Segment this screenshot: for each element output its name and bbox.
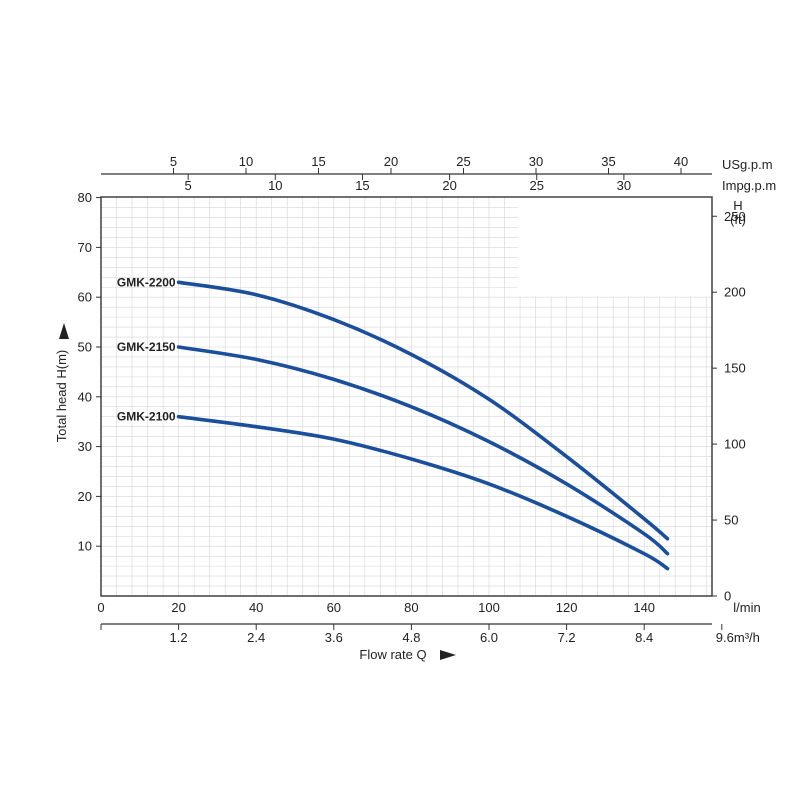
y-tick-label: 80 xyxy=(78,190,92,205)
top1-tick-label: 5 xyxy=(170,154,177,169)
x-axis-arrow-icon xyxy=(440,650,456,660)
series-line-gmk-2150 xyxy=(176,345,670,556)
y-tick-label: 20 xyxy=(78,489,92,504)
series-label-gmk-2200: GMK-2200 xyxy=(117,275,176,289)
y-tick-label: 70 xyxy=(78,240,92,255)
top2-tick-label: 30 xyxy=(617,178,631,193)
top2-tick-label: 10 xyxy=(268,178,282,193)
series-line-gmk-2100 xyxy=(176,414,670,571)
x-unit-label: l/min xyxy=(733,600,760,615)
top2-unit-label: Impg.p.m xyxy=(722,178,776,193)
x2-tick-label: 7.2 xyxy=(558,630,576,645)
top1-tick-label: 15 xyxy=(311,154,325,169)
grid-blank-area xyxy=(518,197,712,297)
x-tick-label: 60 xyxy=(327,600,341,615)
top2-tick-label: 5 xyxy=(185,178,192,193)
y2-tick-label: 100 xyxy=(724,437,746,452)
top1-tick-label: 35 xyxy=(601,154,615,169)
top2-tick-label: 20 xyxy=(442,178,456,193)
y2-tick-label: 50 xyxy=(724,513,738,528)
y2-tick-label: 200 xyxy=(724,285,746,300)
series-label-gmk-2100: GMK-2100 xyxy=(117,410,176,424)
y-axis-arrow-icon xyxy=(59,323,69,339)
y2-title-line2: (ft) xyxy=(730,212,746,227)
y2-tick-label: 250 xyxy=(724,209,746,224)
x2-tick-label: 3.6 xyxy=(325,630,343,645)
top1-tick-label: 40 xyxy=(674,154,688,169)
x-tick-label: 40 xyxy=(249,600,263,615)
x-axis-title: Flow rate Q xyxy=(359,647,426,662)
x-tick-label: 80 xyxy=(404,600,418,615)
series-line-gmk-2200 xyxy=(176,280,670,541)
y-tick-label: 50 xyxy=(78,340,92,355)
x-tick-label: 140 xyxy=(633,600,655,615)
top1-tick-label: 30 xyxy=(529,154,543,169)
y2-tick-label: 150 xyxy=(724,361,746,376)
top1-tick-label: 20 xyxy=(384,154,398,169)
x2-tick-label: 2.4 xyxy=(247,630,265,645)
x2-tick-label: 6.0 xyxy=(480,630,498,645)
y-axis-title: Total head H(m) xyxy=(54,350,69,442)
x-tick-label: 0 xyxy=(97,600,104,615)
top1-unit-label: USg.p.m xyxy=(722,157,773,172)
y-tick-label: 30 xyxy=(78,439,92,454)
axes xyxy=(96,168,723,630)
top1-tick-label: 10 xyxy=(239,154,253,169)
x-tick-label: 100 xyxy=(478,600,500,615)
top2-tick-label: 25 xyxy=(530,178,544,193)
x2-tick-label: 4.8 xyxy=(402,630,420,645)
y2-tick-label: 0 xyxy=(724,589,731,604)
x2-tick-label: 8.4 xyxy=(635,630,653,645)
grid xyxy=(101,197,712,596)
top1-tick-label: 25 xyxy=(456,154,470,169)
y-tick-label: 40 xyxy=(78,389,92,404)
top2-tick-label: 15 xyxy=(355,178,369,193)
series-lines xyxy=(176,280,670,571)
x2-tick-label: 1.2 xyxy=(170,630,188,645)
x2-tick-label: 9.6m³/h xyxy=(716,630,760,645)
x-tick-label: 20 xyxy=(171,600,185,615)
x-tick-label: 120 xyxy=(556,600,578,615)
y-tick-label: 60 xyxy=(78,290,92,305)
series-label-gmk-2150: GMK-2150 xyxy=(117,340,176,354)
y2-title-line1: H xyxy=(733,198,742,213)
y-tick-label: 10 xyxy=(78,539,92,554)
